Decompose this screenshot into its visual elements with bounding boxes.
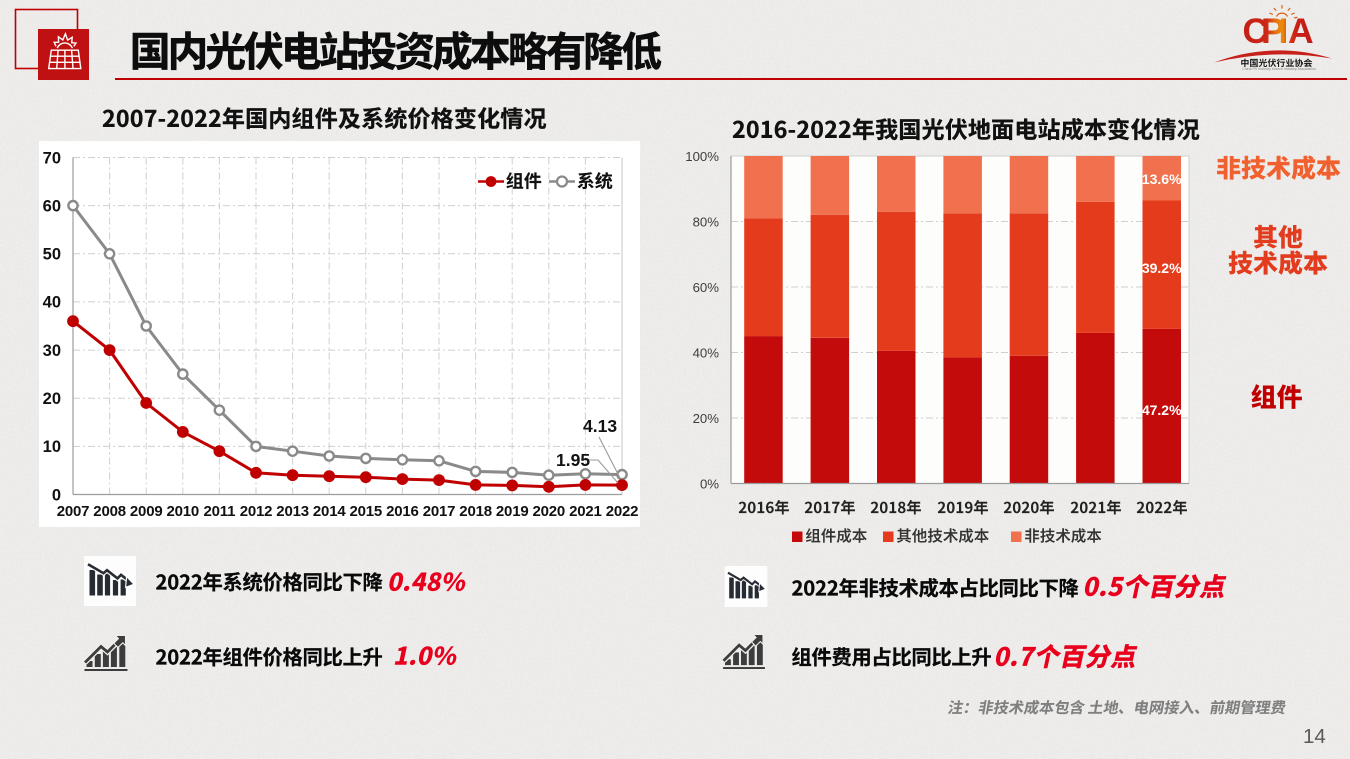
svg-text:47.2%: 47.2%	[1142, 402, 1182, 418]
svg-text:2014: 2014	[313, 503, 346, 520]
svg-text:60%: 60%	[693, 280, 720, 295]
svg-text:4.13: 4.13	[583, 416, 617, 436]
svg-text:2021: 2021	[569, 503, 602, 520]
svg-text:C: C	[1243, 11, 1269, 51]
svg-text:0%: 0%	[700, 476, 719, 491]
svg-text:2009: 2009	[130, 503, 163, 520]
svg-text:2012: 2012	[240, 503, 273, 520]
svg-text:2010: 2010	[167, 503, 200, 520]
svg-text:2011: 2011	[204, 503, 236, 520]
svg-text:2015: 2015	[350, 503, 383, 520]
svg-text:20: 20	[43, 390, 61, 408]
svg-text:2007: 2007	[57, 503, 90, 520]
svg-text:2017: 2017	[423, 503, 456, 520]
svg-text:2013: 2013	[276, 503, 309, 520]
svg-text:13.6%: 13.6%	[1142, 171, 1182, 187]
svg-text:50: 50	[43, 246, 61, 264]
svg-text:40: 40	[43, 294, 61, 312]
svg-text:P: P	[1261, 11, 1285, 51]
svg-text:I: I	[1279, 11, 1289, 51]
svg-text:2019: 2019	[496, 503, 529, 520]
svg-text:2022: 2022	[606, 503, 639, 520]
svg-text:2018: 2018	[459, 503, 492, 520]
svg-text:2008: 2008	[93, 503, 126, 520]
svg-text:A: A	[1288, 11, 1314, 51]
svg-text:20%: 20%	[693, 411, 720, 426]
svg-text:0: 0	[52, 486, 61, 504]
svg-text:2020: 2020	[533, 503, 566, 520]
svg-text:1.95: 1.95	[556, 450, 590, 470]
svg-text:10: 10	[43, 438, 61, 456]
svg-text:60: 60	[43, 197, 61, 215]
svg-text:100%: 100%	[685, 149, 719, 164]
svg-text:70: 70	[43, 149, 61, 167]
svg-text:80%: 80%	[693, 214, 720, 229]
svg-text:40%: 40%	[693, 345, 720, 360]
svg-text:39.2%: 39.2%	[1142, 260, 1182, 276]
svg-text:30: 30	[43, 342, 61, 360]
svg-text:2016: 2016	[386, 503, 419, 520]
